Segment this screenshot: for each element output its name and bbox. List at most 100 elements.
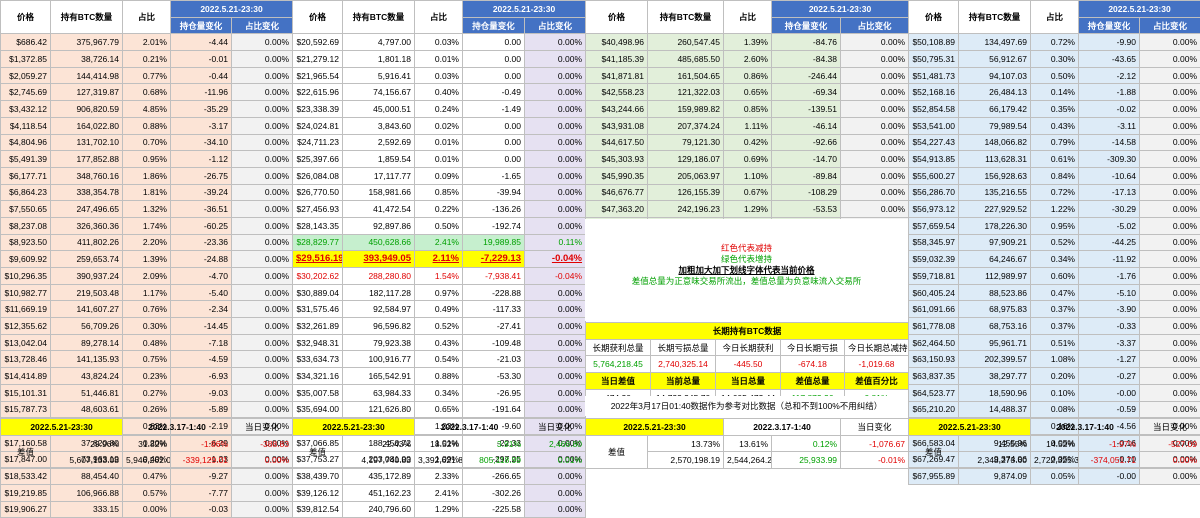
cell-ratio: 1.22% <box>1031 201 1079 218</box>
header-holding-change: 持仓量变化 <box>772 17 841 34</box>
footnote: 2022年3月17日01:40数据作为参考对比数据（总和不到100%不用纠结） <box>585 396 908 416</box>
long-term-cell: 5,764,218.45 <box>586 356 651 373</box>
cell-ratio-change: 0.00% <box>232 268 293 285</box>
summary-today-label: 当日变化 <box>525 419 586 436</box>
cell-ratio-change: 0.00% <box>232 318 293 335</box>
cell-holding-change: -53.30 <box>463 368 525 385</box>
cell-ratio: 0.95% <box>1031 217 1079 234</box>
cell-holding-change: -17.13 <box>1079 184 1140 201</box>
cell-price: $46,676.77 <box>586 184 648 201</box>
cell-ratio: 0.10% <box>1031 384 1079 401</box>
cell-ratio-change: 0.00% <box>232 468 293 485</box>
cell-holding-change: -27.41 <box>463 318 525 335</box>
cell-price: $6,864.23 <box>1 184 51 201</box>
cell-price: $2,059.27 <box>1 67 51 84</box>
cell-price: $32,948.31 <box>293 334 343 351</box>
cell-btc-amount: 3,843.60 <box>343 117 415 134</box>
cell-holding-change: -309.30 <box>1079 151 1140 168</box>
cell-ratio-change: 0.00% <box>1140 334 1200 351</box>
cell-price: $21,279.12 <box>293 51 343 68</box>
cell-ratio: 0.88% <box>123 117 171 134</box>
cell-price: $8,237.08 <box>1 217 51 234</box>
cell-ratio: 0.43% <box>1031 117 1079 134</box>
cell-btc-amount: 161,504.65 <box>648 67 724 84</box>
cell-btc-amount: 92,584.97 <box>343 301 415 318</box>
cell-ratio: 2.11% <box>415 251 463 268</box>
cell-price: $61,778.08 <box>909 318 959 335</box>
long-term-cell: -445.50 <box>716 356 781 373</box>
cell-price: $63,150.93 <box>909 351 959 368</box>
cell-ratio-change: 0.00% <box>525 284 586 301</box>
cell-ratio-change: 0.00% <box>525 151 586 168</box>
summary-pct-now: 22.43% <box>343 435 415 452</box>
cell-holding-change: -302.26 <box>463 484 525 501</box>
cell-holding-change: 0.00 <box>463 117 525 134</box>
summary-today-change: -1,076.67 <box>841 435 909 452</box>
cell-ratio-change: 0.00% <box>1140 301 1200 318</box>
cell-btc-amount: 113,628.31 <box>959 151 1031 168</box>
cell-ratio: 0.85% <box>724 101 772 118</box>
cell-ratio: 0.30% <box>1031 51 1079 68</box>
cell-holding-change: -14.70 <box>772 151 841 168</box>
cell-ratio-change: 0.00% <box>1140 217 1200 234</box>
cell-ratio: 1.17% <box>123 284 171 301</box>
cell-price: $50,108.89 <box>909 34 959 51</box>
header-ratio-change: 占比变化 <box>525 17 586 34</box>
cell-ratio: 0.47% <box>123 468 171 485</box>
cell-btc-amount: 68,753.16 <box>959 318 1031 335</box>
cell-holding-change: -26.75 <box>171 167 232 184</box>
cell-btc-amount: 5,916.41 <box>343 67 415 84</box>
cell-price: $47,363.20 <box>586 201 648 218</box>
cell-price: $6,177.71 <box>1 167 51 184</box>
cell-holding-change: -9.27 <box>171 468 232 485</box>
summary-period-label: 2022.5.21-23:30 <box>293 419 415 436</box>
cell-ratio-change: 0.00% <box>1140 351 1200 368</box>
cell-ratio: 0.52% <box>415 318 463 335</box>
summary-pct-ref: 14.52% <box>1031 435 1079 452</box>
summary-ref-label: 2022.3.17-1:40 <box>415 419 525 436</box>
long-term-table: 长期持有BTC数据 长期获利总量长期亏损总量今日长期获利今日长期亏损今日长期总减… <box>585 322 909 406</box>
cell-price: $65,210.20 <box>909 401 959 418</box>
cell-price: $54,227.43 <box>909 134 959 151</box>
cell-btc-amount: 121,322.03 <box>648 84 724 101</box>
cell-holding-change: -5.10 <box>1079 284 1140 301</box>
cell-price: $10,982.77 <box>1 284 51 301</box>
summary-amount-ref: 2,722,325.31 <box>1031 452 1079 469</box>
cell-ratio: 0.65% <box>415 401 463 418</box>
cell-btc-amount: 18,590.96 <box>959 384 1031 401</box>
cell-ratio: 0.20% <box>1031 368 1079 385</box>
cell-ratio-change: 0.00% <box>525 501 586 518</box>
cell-ratio-change: 0.00% <box>841 117 909 134</box>
cell-holding-change: -1.27 <box>1079 351 1140 368</box>
cell-price: $52,168.16 <box>909 84 959 101</box>
cell-holding-change: -34.10 <box>171 134 232 151</box>
cell-holding-change: -3.90 <box>1079 301 1140 318</box>
cell-holding-change: -26.95 <box>463 384 525 401</box>
cell-ratio-change: 0.00% <box>525 351 586 368</box>
summary-period-label: 2022.5.21-23:30 <box>586 419 724 436</box>
cell-ratio-change: 0.00% <box>525 401 586 418</box>
cell-btc-amount: 79,121.30 <box>648 134 724 151</box>
header-price: 价格 <box>586 1 648 34</box>
cell-price: $5,491.39 <box>1 151 51 168</box>
cell-btc-amount: 393,949.05 <box>343 251 415 268</box>
summary-today-change: -527.09 <box>1140 435 1200 452</box>
cell-holding-change: -39.94 <box>463 184 525 201</box>
cell-ratio: 0.77% <box>123 67 171 84</box>
cell-btc-amount: 2,592.69 <box>343 134 415 151</box>
cell-price: $9,609.92 <box>1 251 51 268</box>
